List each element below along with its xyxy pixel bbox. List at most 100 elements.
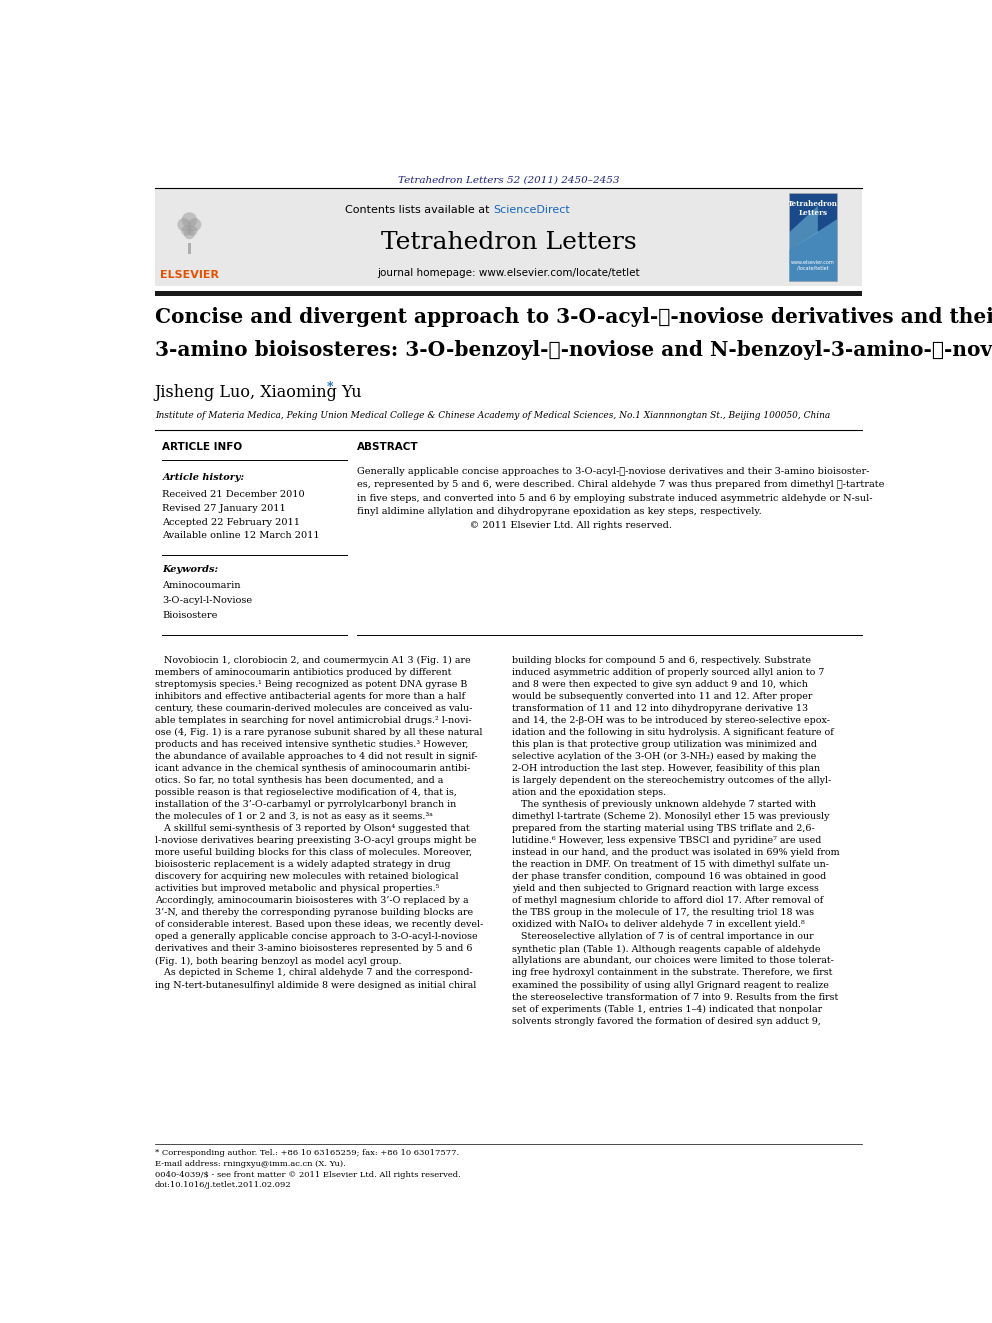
Text: Generally applicable concise approaches to 3-O-acyl-ℓ-noviose derivatives and th: Generally applicable concise approaches …: [357, 467, 870, 476]
Text: ABSTRACT: ABSTRACT: [357, 442, 419, 452]
Text: finyl aldimine allylation and dihydropyrane epoxidation as key steps, respective: finyl aldimine allylation and dihydropyr…: [357, 507, 762, 516]
Text: 2-OH introduction the last step. However, feasibility of this plan: 2-OH introduction the last step. However…: [512, 765, 820, 773]
Text: As depicted in Scheme 1, chiral aldehyde 7 and the correspond-: As depicted in Scheme 1, chiral aldehyde…: [155, 968, 472, 978]
Circle shape: [182, 212, 197, 228]
Text: instead in our hand, and the product was isolated in 69% yield from: instead in our hand, and the product was…: [512, 848, 840, 857]
Text: of methyl magnesium chloride to afford diol 17. After removal of: of methyl magnesium chloride to afford d…: [512, 897, 823, 905]
Text: A skillful semi-synthesis of 3 reported by Olson⁴ suggested that: A skillful semi-synthesis of 3 reported …: [155, 824, 469, 833]
Text: selective acylation of the 3-OH (or 3-NH₂) eased by making the: selective acylation of the 3-OH (or 3-NH…: [512, 753, 816, 762]
Text: 3’-N, and thereby the corresponding pyranose building blocks are: 3’-N, and thereby the corresponding pyra…: [155, 909, 473, 917]
Circle shape: [184, 229, 194, 239]
Text: is largely dependent on the stereochemistry outcomes of the allyl-: is largely dependent on the stereochemis…: [512, 777, 831, 786]
Text: installation of the 3’-O-carbamyl or pyrrolylcarbonyl branch in: installation of the 3’-O-carbamyl or pyr…: [155, 800, 456, 810]
Text: Bioisostere: Bioisostere: [163, 611, 218, 619]
Text: Accordingly, aminocoumarin bioisosteres with 3’-O replaced by a: Accordingly, aminocoumarin bioisosteres …: [155, 897, 468, 905]
Circle shape: [178, 218, 190, 232]
Text: prepared from the starting material using TBS triflate and 2,6-: prepared from the starting material usin…: [512, 824, 815, 833]
Text: Article history:: Article history:: [163, 472, 245, 482]
Text: E-mail address: rningxyu@imm.ac.cn (X. Yu).: E-mail address: rningxyu@imm.ac.cn (X. Y…: [155, 1160, 345, 1168]
Text: members of aminocoumarin antibiotics produced by different: members of aminocoumarin antibiotics pro…: [155, 668, 451, 677]
Text: would be subsequently converted into 11 and 12. After proper: would be subsequently converted into 11 …: [512, 692, 812, 701]
Bar: [155, 188, 862, 286]
Text: the reaction in DMF. On treatment of 15 with dimethyl sulfate un-: the reaction in DMF. On treatment of 15 …: [512, 860, 829, 869]
Text: Received 21 December 2010: Received 21 December 2010: [163, 490, 306, 499]
Text: bioisosteric replacement is a widely adapted strategy in drug: bioisosteric replacement is a widely ada…: [155, 860, 450, 869]
Text: this plan is that protective group utilization was minimized and: this plan is that protective group utili…: [512, 741, 817, 749]
Circle shape: [188, 218, 201, 232]
Text: the TBS group in the molecule of 17, the resulting triol 18 was: the TBS group in the molecule of 17, the…: [512, 909, 814, 917]
Bar: [155, 291, 862, 296]
Text: lutidine.⁶ However, less expensive TBSCl and pyridine⁷ are used: lutidine.⁶ However, less expensive TBSCl…: [512, 836, 821, 845]
Text: Accepted 22 February 2011: Accepted 22 February 2011: [163, 517, 301, 527]
Text: discovery for acquiring new molecules with retained biological: discovery for acquiring new molecules wi…: [155, 872, 458, 881]
Text: Jisheng Luo, Xiaoming Yu: Jisheng Luo, Xiaoming Yu: [155, 384, 362, 401]
Text: yield and then subjected to Grignard reaction with large excess: yield and then subjected to Grignard rea…: [512, 884, 819, 893]
Text: the abundance of available approaches to 4 did not result in signif-: the abundance of available approaches to…: [155, 753, 477, 761]
Bar: [789, 193, 837, 282]
Text: ARTICLE INFO: ARTICLE INFO: [163, 442, 243, 452]
Text: © 2011 Elsevier Ltd. All rights reserved.: © 2011 Elsevier Ltd. All rights reserved…: [357, 521, 672, 529]
Text: ELSEVIER: ELSEVIER: [160, 270, 219, 280]
Text: more useful building blocks for this class of molecules. Moreover,: more useful building blocks for this cla…: [155, 848, 472, 857]
Text: ation and the epoxidation steps.: ation and the epoxidation steps.: [512, 789, 667, 798]
Text: the molecules of 1 or 2 and 3, is not as easy as it seems.³ᵃ: the molecules of 1 or 2 and 3, is not as…: [155, 812, 433, 822]
Text: and 8 were then expected to give syn adduct 9 and 10, which: and 8 were then expected to give syn add…: [512, 680, 808, 689]
Text: activities but improved metabolic and physical properties.⁵: activities but improved metabolic and ph…: [155, 884, 439, 893]
Text: allylations are abundant, our choices were limited to those tolerat-: allylations are abundant, our choices we…: [512, 957, 834, 966]
Text: Tetrahedron Letters: Tetrahedron Letters: [381, 232, 636, 254]
Text: 3-amino bioisosteres: 3-O-benzoyl-ℓ-noviose and N-benzoyl-3-amino-ℓ-noviose: 3-amino bioisosteres: 3-O-benzoyl-ℓ-novi…: [155, 340, 992, 360]
Text: ing N-tert-butanesulfinyl aldimide 8 were designed as initial chiral: ing N-tert-butanesulfinyl aldimide 8 wer…: [155, 980, 476, 990]
Text: Tetrahedron Letters 52 (2011) 2450–2453: Tetrahedron Letters 52 (2011) 2450–2453: [398, 176, 619, 185]
Circle shape: [182, 226, 191, 235]
Text: ose (4, Fig. 1) is a rare pyranose subunit shared by all these natural: ose (4, Fig. 1) is a rare pyranose subun…: [155, 728, 482, 737]
Text: possible reason is that regioselective modification of 4, that is,: possible reason is that regioselective m…: [155, 789, 456, 798]
Polygon shape: [789, 206, 817, 250]
Text: solvents strongly favored the formation of desired syn adduct 9,: solvents strongly favored the formation …: [512, 1016, 821, 1025]
Text: der phase transfer condition, compound 16 was obtained in good: der phase transfer condition, compound 1…: [512, 872, 826, 881]
Text: Stereoselective allylation of 7 is of central importance in our: Stereoselective allylation of 7 is of ce…: [512, 933, 813, 942]
Text: Available online 12 March 2011: Available online 12 March 2011: [163, 532, 320, 540]
Text: *: *: [326, 381, 333, 393]
Text: the stereoselective transformation of 7 into 9. Results from the first: the stereoselective transformation of 7 …: [512, 992, 838, 1002]
Text: * Corresponding author. Tel.: +86 10 63165259; fax: +86 10 63017577.: * Corresponding author. Tel.: +86 10 631…: [155, 1148, 459, 1158]
Text: of considerable interest. Based upon these ideas, we recently devel-: of considerable interest. Based upon the…: [155, 921, 483, 930]
Text: Tetrahedron
Letters: Tetrahedron Letters: [788, 200, 838, 217]
Text: transformation of 11 and 12 into dihydropyrane derivative 13: transformation of 11 and 12 into dihydro…: [512, 704, 808, 713]
Text: journal homepage: www.elsevier.com/locate/tetlet: journal homepage: www.elsevier.com/locat…: [377, 269, 640, 278]
Text: Concise and divergent approach to 3-O-acyl-ℓ-noviose derivatives and their: Concise and divergent approach to 3-O-ac…: [155, 307, 992, 327]
Text: doi:10.1016/j.tetlet.2011.02.092: doi:10.1016/j.tetlet.2011.02.092: [155, 1181, 292, 1189]
Text: Contents lists available at: Contents lists available at: [345, 205, 493, 214]
Text: in five steps, and converted into 5 and 6 by employing substrate induced asymmet: in five steps, and converted into 5 and …: [357, 493, 873, 503]
Text: streptomysis species.¹ Being recognized as potent DNA gyrase B: streptomysis species.¹ Being recognized …: [155, 680, 467, 689]
Text: Institute of Materia Medica, Peking Union Medical College & Chinese Academy of M: Institute of Materia Medica, Peking Unio…: [155, 411, 830, 421]
Text: 3-O-acyl-l-Noviose: 3-O-acyl-l-Noviose: [163, 597, 253, 605]
Text: Keywords:: Keywords:: [163, 565, 218, 574]
Text: ing free hydroxyl containment in the substrate. Therefore, we first: ing free hydroxyl containment in the sub…: [512, 968, 832, 978]
Text: building blocks for compound 5 and 6, respectively. Substrate: building blocks for compound 5 and 6, re…: [512, 656, 811, 665]
Text: ScienceDirect: ScienceDirect: [493, 205, 569, 214]
Text: and 14, the 2-β-OH was to be introduced by stereo-selective epox-: and 14, the 2-β-OH was to be introduced …: [512, 716, 830, 725]
Polygon shape: [789, 220, 837, 282]
Text: otics. So far, no total synthesis has been documented, and a: otics. So far, no total synthesis has be…: [155, 777, 443, 786]
Text: products and has received intensive synthetic studies.³ However,: products and has received intensive synt…: [155, 741, 468, 749]
Text: es, represented by 5 and 6, were described. Chiral aldehyde 7 was thus prepared : es, represented by 5 and 6, were describ…: [357, 480, 885, 490]
Circle shape: [187, 226, 197, 235]
Bar: [187, 243, 190, 254]
Text: Aminocoumarin: Aminocoumarin: [163, 582, 241, 590]
Text: Novobiocin 1, clorobiocin 2, and coumermycin A1 3 (Fig. 1) are: Novobiocin 1, clorobiocin 2, and coumerm…: [155, 656, 470, 665]
Text: inhibitors and effective antibacterial agents for more than a half: inhibitors and effective antibacterial a…: [155, 692, 465, 701]
Text: www.elsevier.com
/locate/tetlet: www.elsevier.com /locate/tetlet: [792, 259, 835, 271]
Text: (Fig. 1), both bearing benzoyl as model acyl group.: (Fig. 1), both bearing benzoyl as model …: [155, 957, 401, 966]
Text: 0040-4039/$ - see front matter © 2011 Elsevier Ltd. All rights reserved.: 0040-4039/$ - see front matter © 2011 El…: [155, 1171, 460, 1179]
Text: Revised 27 January 2011: Revised 27 January 2011: [163, 504, 286, 513]
Text: synthetic plan (Table 1). Although reagents capable of aldehyde: synthetic plan (Table 1). Although reage…: [512, 945, 820, 954]
Text: The synthesis of previously unknown aldehyde 7 started with: The synthesis of previously unknown alde…: [512, 800, 816, 810]
Text: oxidized with NaIO₄ to deliver aldehyde 7 in excellent yield.⁸: oxidized with NaIO₄ to deliver aldehyde …: [512, 921, 806, 930]
Text: oped a generally applicable concise approach to 3-O-acyl-l-noviose: oped a generally applicable concise appr…: [155, 933, 477, 942]
Text: l-noviose derivatives bearing preexisting 3-O-acyl groups might be: l-noviose derivatives bearing preexistin…: [155, 836, 476, 845]
Text: dimethyl l-tartrate (Scheme 2). Monosilyl ether 15 was previously: dimethyl l-tartrate (Scheme 2). Monosily…: [512, 812, 829, 822]
Text: induced asymmetric addition of properly sourced allyl anion to 7: induced asymmetric addition of properly …: [512, 668, 824, 677]
Text: able templates in searching for novel antimicrobial drugs.² l-novi-: able templates in searching for novel an…: [155, 716, 471, 725]
Text: derivatives and their 3-amino bioisosteres represented by 5 and 6: derivatives and their 3-amino bioisoster…: [155, 945, 472, 954]
Text: set of experiments (Table 1, entries 1–4) indicated that nonpolar: set of experiments (Table 1, entries 1–4…: [512, 1004, 822, 1013]
